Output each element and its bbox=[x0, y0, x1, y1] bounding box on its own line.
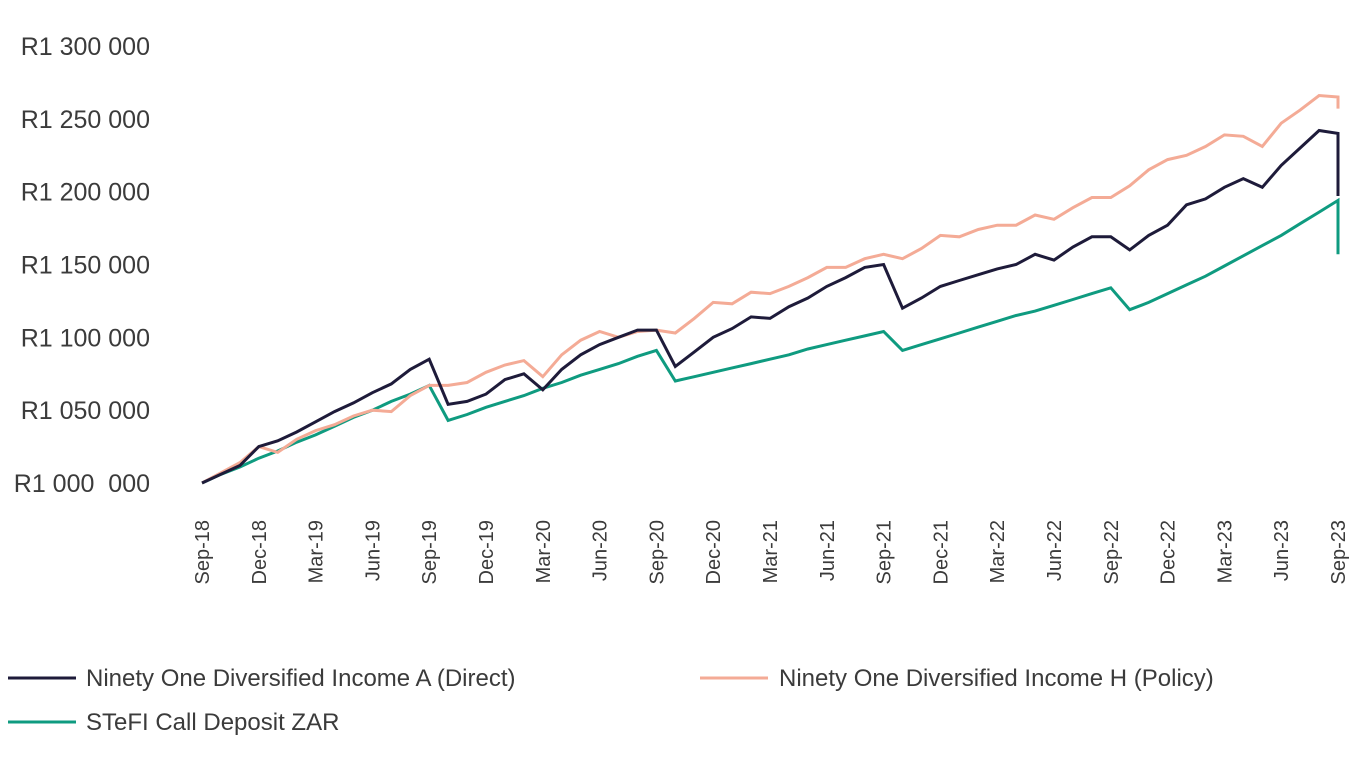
x-tick-label: Sep-22 bbox=[1101, 520, 1123, 585]
y-tick-label: R1 000 000 bbox=[14, 470, 150, 498]
x-tick-label: Jun-19 bbox=[362, 520, 384, 581]
legend-item-policy[interactable]: Ninety One Diversified Income H (Policy) bbox=[700, 665, 1214, 692]
x-tick-label: Mar-19 bbox=[306, 520, 328, 583]
x-tick-label: Dec-18 bbox=[249, 520, 271, 584]
x-tick-label: Mar-23 bbox=[1214, 520, 1236, 583]
series-lines bbox=[201, 93, 1340, 485]
legend-item-direct[interactable]: Ninety One Diversified Income A (Direct) bbox=[8, 665, 515, 692]
x-tick-label: Dec-21 bbox=[930, 520, 952, 584]
x-tick-label: Sep-23 bbox=[1328, 520, 1350, 585]
x-tick-label: Sep-21 bbox=[874, 520, 896, 585]
x-tick-label: Jun-21 bbox=[817, 520, 839, 581]
x-tick-label: Jun-20 bbox=[590, 520, 612, 581]
y-tick-label: R1 050 000 bbox=[21, 397, 150, 425]
x-tick-label: Sep-20 bbox=[646, 520, 668, 585]
series-line-stefi-call-deposit-zar bbox=[201, 197, 1340, 485]
legend-item-stefi[interactable]: STeFI Call Deposit ZAR bbox=[8, 709, 339, 736]
y-tick-label: R1 300 000 bbox=[21, 33, 150, 61]
legend-label-policy: Ninety One Diversified Income H (Policy) bbox=[779, 665, 1214, 692]
x-tick-label: Mar-20 bbox=[533, 520, 555, 583]
legend-label-direct: Ninety One Diversified Income A (Direct) bbox=[86, 665, 515, 692]
y-tick-label: R1 200 000 bbox=[21, 179, 150, 207]
y-tick-label: R1 150 000 bbox=[21, 252, 150, 280]
x-tick-label: Mar-21 bbox=[760, 520, 782, 583]
legend-label-stefi: STeFI Call Deposit ZAR bbox=[86, 709, 339, 736]
y-tick-label: R1 100 000 bbox=[21, 324, 150, 352]
legend: Ninety One Diversified Income A (Direct)… bbox=[8, 665, 1214, 736]
x-tick-label: Mar-22 bbox=[987, 520, 1009, 583]
x-tick-label: Dec-19 bbox=[476, 520, 498, 584]
x-tick-label: Sep-19 bbox=[419, 520, 441, 585]
y-axis-ticks: R1 000 000 R1 050 000 R1 100 000 R1 150 000… bbox=[14, 33, 150, 498]
y-tick-label: R1 250 000 bbox=[21, 106, 150, 134]
x-tick-label: Jun-23 bbox=[1271, 520, 1293, 581]
x-tick-label: Jun-22 bbox=[1044, 520, 1066, 581]
x-tick-label: Sep-18 bbox=[192, 520, 214, 585]
x-axis-ticks: Sep-18 Dec-18 Mar-19 Jun-19 Sep-19 Dec-19 Mar-… bbox=[192, 520, 1350, 585]
series-line-ninety-one-diversified-income-h-policy bbox=[201, 93, 1340, 485]
x-tick-label: Dec-20 bbox=[703, 520, 725, 584]
series-line-ninety-one-diversified-income-a-direct bbox=[201, 128, 1340, 485]
x-tick-label: Dec-22 bbox=[1158, 520, 1180, 584]
